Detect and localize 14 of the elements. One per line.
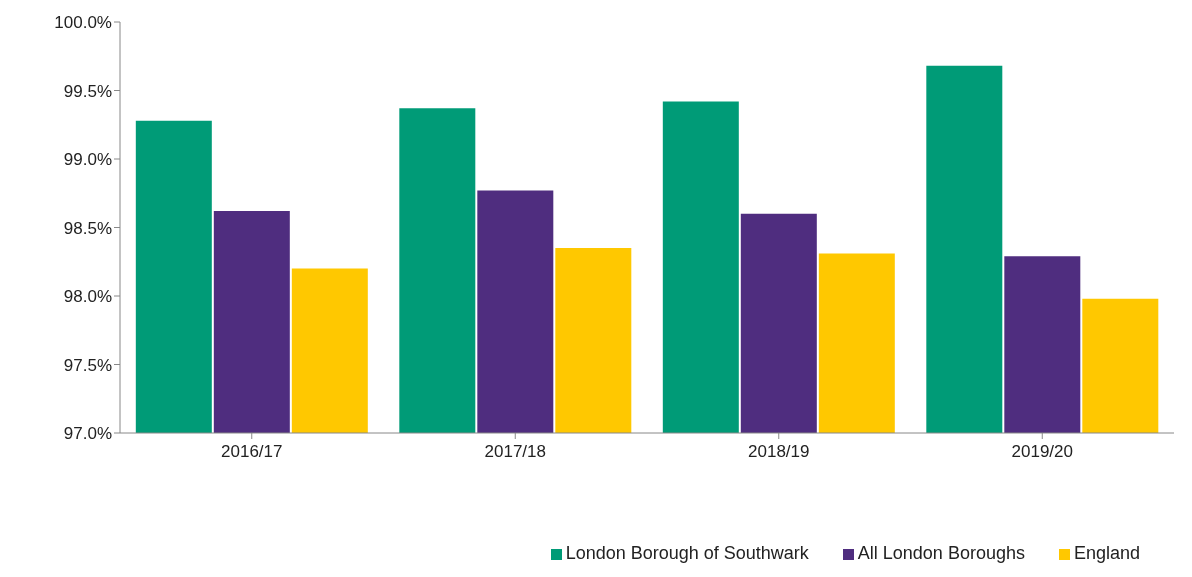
legend-label: London Borough of Southwark: [565, 543, 809, 563]
x-tick-label: 2017/18: [484, 442, 546, 462]
y-tick-label: 98.5%: [63, 218, 112, 238]
y-tick-label: 100.0%: [54, 13, 112, 33]
y-tick-label: 97.5%: [63, 355, 112, 375]
x-tick-label: 2016/17: [221, 442, 283, 462]
y-tick-label: 97.0%: [63, 424, 112, 444]
x-tick-label: 2018/19: [748, 442, 810, 462]
y-tick-label: 99.0%: [63, 150, 112, 170]
y-tick-label: 99.5%: [63, 81, 112, 101]
legend-label: England: [1073, 543, 1140, 563]
legend-label: All London Boroughs: [857, 543, 1025, 563]
x-tick-label: 2019/20: [1011, 442, 1073, 462]
y-tick-label: 98.0%: [63, 287, 112, 307]
